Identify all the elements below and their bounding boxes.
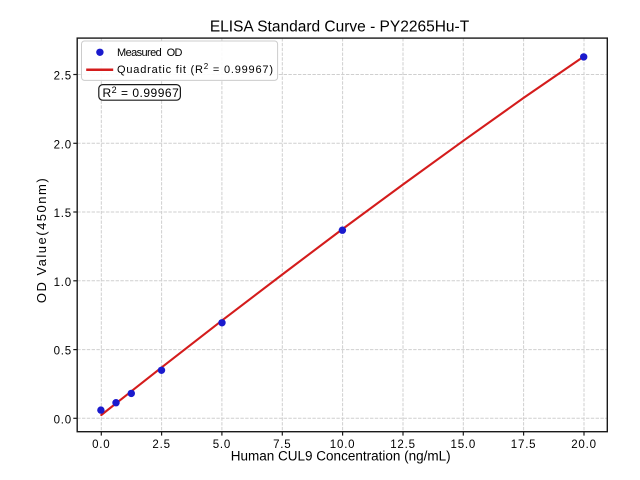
svg-text:20.0: 20.0: [571, 439, 597, 451]
svg-text:Measured OD: Measured OD: [117, 47, 183, 59]
svg-text:12.5: 12.5: [390, 439, 416, 451]
svg-text:0.0: 0.0: [92, 439, 110, 451]
svg-text:2.5: 2.5: [152, 439, 170, 451]
svg-text:1.5: 1.5: [54, 208, 72, 220]
svg-text:Quadratic fit (R2 = 0.99967): Quadratic fit (R2 = 0.99967): [117, 62, 274, 76]
svg-text:ELISA Standard Curve - PY2265H: ELISA Standard Curve - PY2265Hu-T: [210, 19, 470, 36]
svg-text:15.0: 15.0: [451, 439, 477, 451]
svg-text:5.0: 5.0: [213, 439, 231, 451]
svg-text:2.0: 2.0: [54, 139, 72, 151]
svg-text:17.5: 17.5: [511, 439, 537, 451]
svg-text:Human CUL9 Concentration (ng/m: Human CUL9 Concentration (ng/mL): [231, 449, 451, 464]
svg-text:0.5: 0.5: [54, 346, 72, 358]
svg-text:0.0: 0.0: [54, 414, 72, 426]
svg-text:1.0: 1.0: [54, 277, 72, 289]
svg-text:7.5: 7.5: [273, 439, 291, 451]
svg-text:10.0: 10.0: [330, 439, 356, 451]
svg-text:R2 = 0.99967: R2 = 0.99967: [103, 85, 180, 100]
svg-text:2.5: 2.5: [54, 71, 72, 83]
svg-text:OD Value(450nm): OD Value(450nm): [34, 177, 49, 303]
